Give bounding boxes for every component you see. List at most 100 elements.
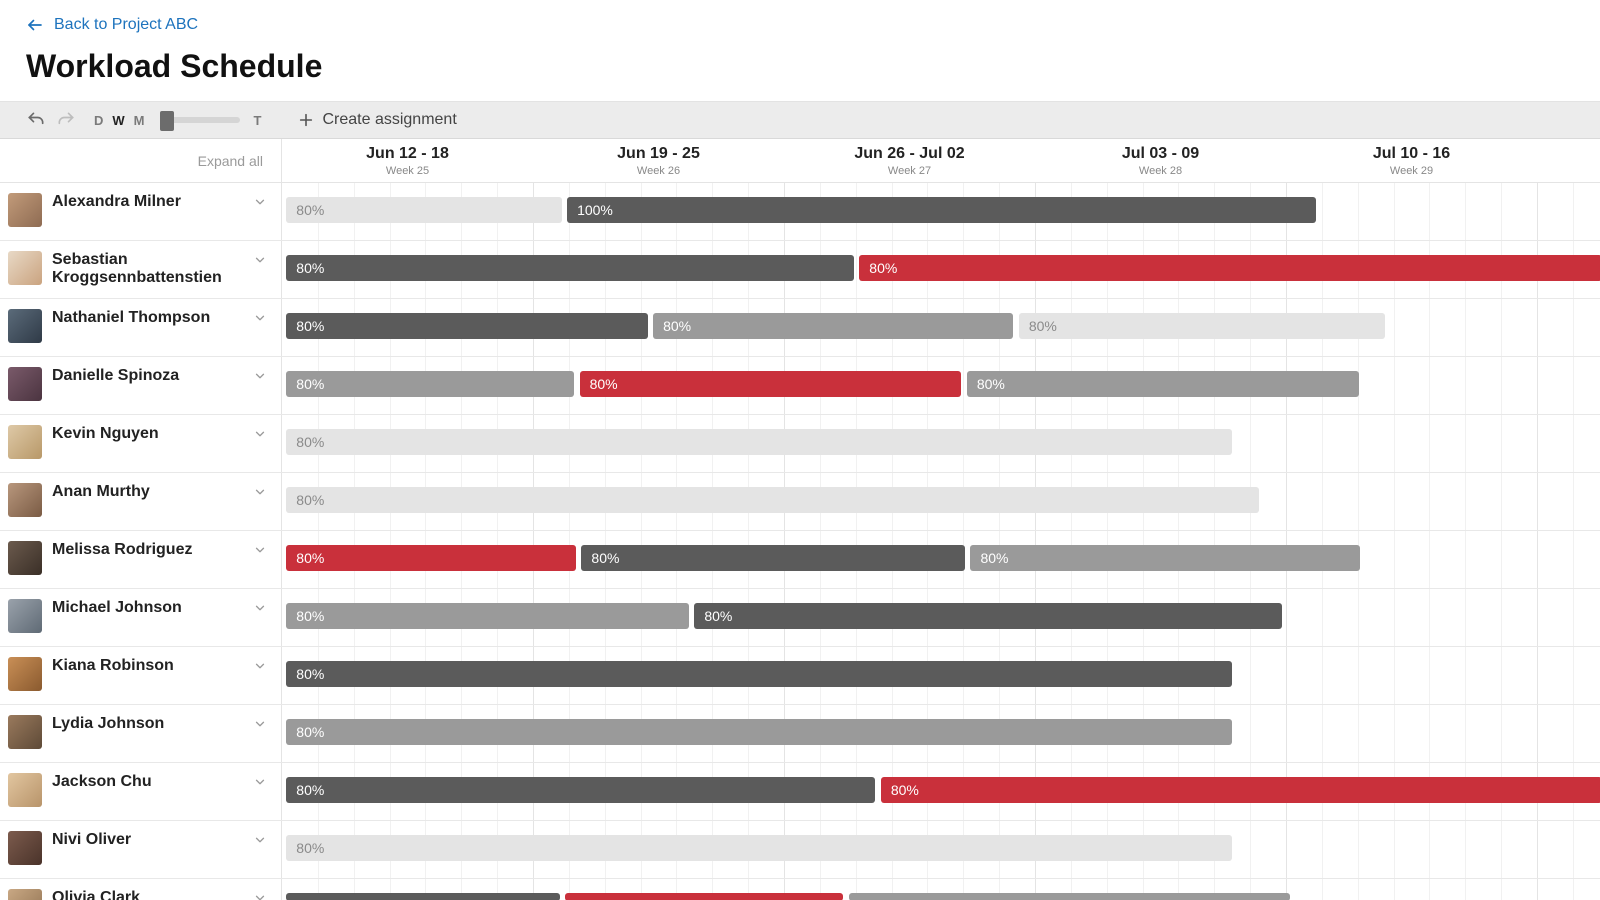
assignment-bar[interactable]: 80% <box>286 661 1232 687</box>
assignment-bar[interactable]: 80% <box>286 777 875 803</box>
toolbar: D W M T Create assignment <box>0 101 1600 139</box>
chevron-down-icon[interactable] <box>253 659 267 673</box>
chevron-down-icon[interactable] <box>253 369 267 383</box>
person-cell[interactable]: Olivia Clark <box>0 879 282 900</box>
timeline-header: Expand all Jun 12 - 18Week 25Jun 19 - 25… <box>0 139 1600 183</box>
bars-cell: 80%80% <box>282 241 1600 298</box>
person-name: Lydia Johnson <box>52 713 164 733</box>
avatar <box>8 831 42 865</box>
avatar <box>8 251 42 285</box>
assignment-bar[interactable]: 80% <box>1019 313 1385 339</box>
chevron-down-icon[interactable] <box>253 601 267 615</box>
person-cell[interactable]: Kiana Robinson <box>0 647 282 704</box>
person-cell[interactable]: Danielle Spinoza <box>0 357 282 414</box>
assignment-bar[interactable]: 80% <box>859 255 1600 281</box>
assignment-bar[interactable]: 80% <box>286 429 1232 455</box>
bars-cell <box>282 879 1600 900</box>
chevron-down-icon[interactable] <box>253 833 267 847</box>
person-name: Jackson Chu <box>52 771 152 791</box>
chevron-down-icon[interactable] <box>253 427 267 441</box>
chevron-down-icon[interactable] <box>253 543 267 557</box>
person-cell[interactable]: Sebastian Kroggsennbattenstien <box>0 241 282 298</box>
assignment-bar[interactable] <box>565 893 843 900</box>
person-cell[interactable]: Anan Murthy <box>0 473 282 530</box>
assignment-bar[interactable]: 80% <box>286 371 574 397</box>
person-cell[interactable]: Alexandra Milner <box>0 183 282 240</box>
person-row: Olivia Clark <box>0 879 1600 900</box>
person-row: Jackson Chu 80%80% <box>0 763 1600 821</box>
week-number: Week 28 <box>1035 165 1286 177</box>
week-header: Jun 26 - Jul 02Week 27 <box>784 139 1035 182</box>
chevron-down-icon[interactable] <box>253 311 267 325</box>
create-assignment-label: Create assignment <box>322 111 456 129</box>
zoom-scale: D W M T <box>94 113 262 128</box>
expand-all-button[interactable]: Expand all <box>198 153 263 169</box>
person-cell[interactable]: Lydia Johnson <box>0 705 282 762</box>
chevron-down-icon[interactable] <box>253 891 267 900</box>
week-header: Jul 03 - 09Week 28 <box>1035 139 1286 182</box>
person-cell[interactable]: Michael Johnson <box>0 589 282 646</box>
week-header: Jun 19 - 25Week 26 <box>533 139 784 182</box>
avatar <box>8 773 42 807</box>
person-cell[interactable]: Nathaniel Thompson <box>0 299 282 356</box>
bars-cell: 80% <box>282 473 1600 530</box>
person-name: Alexandra Milner <box>52 191 181 211</box>
assignment-bar[interactable]: 80% <box>694 603 1282 629</box>
today-button[interactable]: T <box>254 113 263 128</box>
scale-day[interactable]: D <box>94 113 104 128</box>
assignment-bar[interactable]: 80% <box>286 545 576 571</box>
assignment-bar[interactable]: 80% <box>970 545 1359 571</box>
person-row: Kiana Robinson 80% <box>0 647 1600 705</box>
person-row: Danielle Spinoza 80%80%80% <box>0 357 1600 415</box>
week-header: Jun 12 - 18Week 25 <box>282 139 533 182</box>
scale-month[interactable]: M <box>134 113 146 128</box>
person-cell[interactable]: Jackson Chu <box>0 763 282 820</box>
person-name: Kiana Robinson <box>52 655 174 675</box>
week-number: Week 26 <box>533 165 784 177</box>
week-range: Jul 10 - 16 <box>1286 145 1537 163</box>
chevron-down-icon[interactable] <box>253 717 267 731</box>
person-row: Lydia Johnson 80% <box>0 705 1600 763</box>
undo-icon[interactable] <box>26 110 46 130</box>
person-name: Nathaniel Thompson <box>52 307 210 327</box>
week-range: Jun 12 - 18 <box>282 145 533 163</box>
assignment-bar[interactable]: 80% <box>286 255 854 281</box>
assignment-bar[interactable] <box>286 893 560 900</box>
chevron-down-icon[interactable] <box>253 253 267 267</box>
week-number: Week 27 <box>784 165 1035 177</box>
chevron-down-icon[interactable] <box>253 485 267 499</box>
back-link-label: Back to Project ABC <box>54 16 198 34</box>
create-assignment-button[interactable]: Create assignment <box>298 111 456 129</box>
redo-icon[interactable] <box>56 110 76 130</box>
assignment-bar[interactable]: 80% <box>581 545 965 571</box>
chevron-down-icon[interactable] <box>253 195 267 209</box>
person-cell[interactable]: Nivi Oliver <box>0 821 282 878</box>
assignment-bar[interactable]: 80% <box>286 487 1259 513</box>
assignment-bar[interactable]: 80% <box>967 371 1360 397</box>
person-row: Sebastian Kroggsennbattenstien 80%80% <box>0 241 1600 299</box>
assignment-bar[interactable]: 80% <box>653 313 1013 339</box>
person-cell[interactable]: Melissa Rodriguez <box>0 531 282 588</box>
assignment-bar[interactable]: 80% <box>580 371 962 397</box>
assignment-bar[interactable]: 80% <box>286 603 689 629</box>
avatar <box>8 657 42 691</box>
assignment-bar[interactable]: 100% <box>567 197 1316 223</box>
scale-week[interactable]: W <box>112 113 125 128</box>
zoom-slider-thumb[interactable] <box>160 111 174 131</box>
assignment-bar[interactable]: 80% <box>881 777 1600 803</box>
person-cell[interactable]: Kevin Nguyen <box>0 415 282 472</box>
bars-cell: 80%80% <box>282 763 1600 820</box>
bars-cell: 80%80%80% <box>282 531 1600 588</box>
assignment-bar[interactable]: 80% <box>286 719 1232 745</box>
avatar <box>8 599 42 633</box>
bars-cell: 80%80%80% <box>282 357 1600 414</box>
schedule-rows: Alexandra Milner 80% 100% Sebastian Krogg… <box>0 183 1600 900</box>
back-link[interactable]: Back to Project ABC <box>0 0 1600 38</box>
assignment-bar[interactable]: 80% <box>286 313 647 339</box>
chevron-down-icon[interactable] <box>253 775 267 789</box>
assignment-bar[interactable]: 80% <box>286 835 1232 861</box>
zoom-slider[interactable] <box>160 117 240 123</box>
assignment-bar[interactable]: 80% <box>286 197 561 223</box>
person-name: Sebastian Kroggsennbattenstien <box>52 249 242 288</box>
assignment-bar[interactable] <box>849 893 1290 900</box>
